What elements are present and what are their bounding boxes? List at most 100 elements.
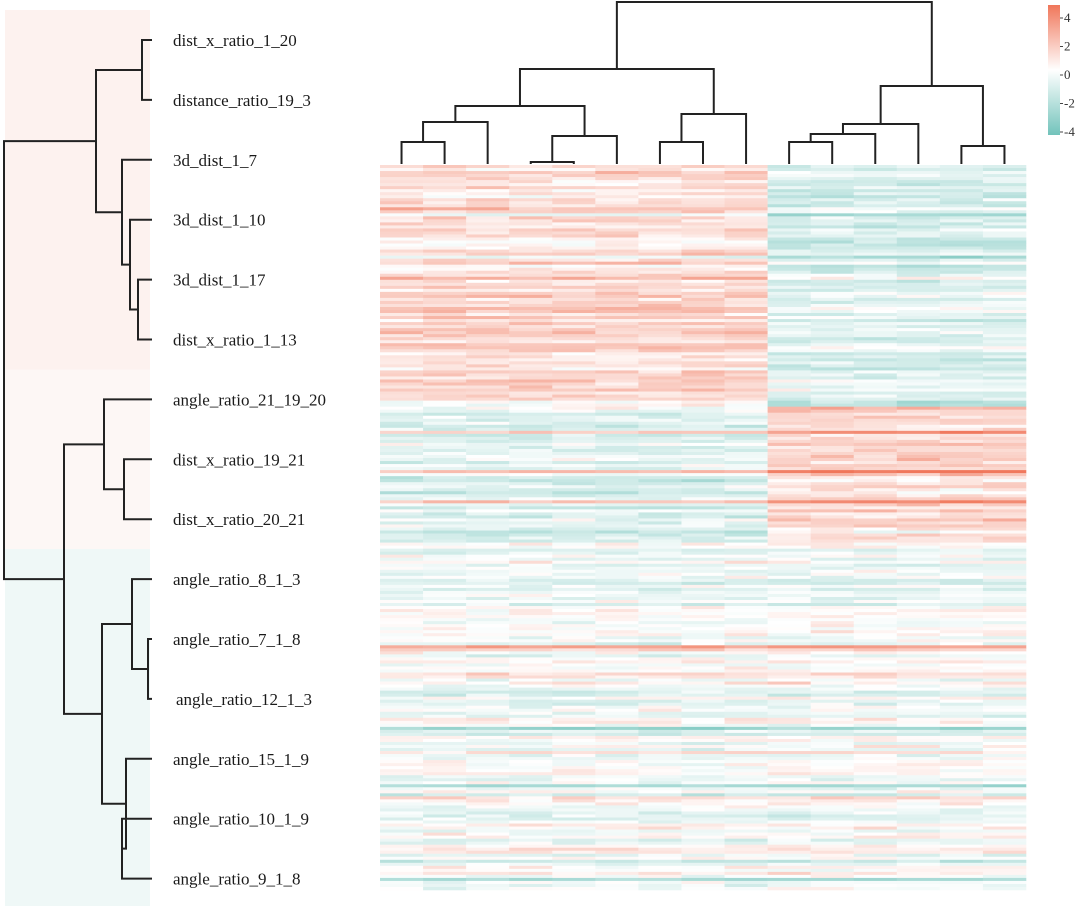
heatmap-cell: [638, 370, 682, 374]
heatmap-cell: [724, 699, 768, 704]
heatmap-cell: [595, 249, 639, 253]
heatmap-cell: [982, 660, 1027, 664]
heatmap-cell: [896, 388, 941, 392]
heatmap-cell: [595, 726, 639, 731]
heatmap-cell: [681, 560, 725, 565]
heatmap-cell: [724, 252, 768, 256]
heatmap-cell: [982, 678, 1027, 682]
heatmap-cell: [982, 518, 1027, 522]
heatmap-cell: [466, 648, 510, 652]
heatmap-cell: [638, 325, 682, 329]
heatmap-cell: [896, 781, 941, 785]
heatmap-cell: [595, 282, 639, 287]
heatmap-cell: [767, 382, 811, 386]
heatmap-cell: [853, 726, 898, 731]
heatmap-cell: [767, 397, 811, 401]
heatmap-cell: [380, 382, 424, 386]
heatmap-cell: [423, 451, 467, 456]
heatmap-cell: [767, 180, 811, 184]
heatmap-cell: [853, 793, 898, 797]
heatmap-cell: [380, 246, 424, 250]
heatmap-cell: [638, 494, 682, 498]
heatmap-cell: [509, 639, 553, 643]
heatmap-cell: [939, 376, 984, 380]
heatmap-cell: [982, 693, 1027, 697]
heatmap-cell: [423, 877, 467, 882]
heatmap-cell: [810, 572, 855, 577]
heatmap-cell: [423, 542, 467, 546]
heatmap-cell: [853, 373, 898, 377]
heatmap-cell: [896, 207, 941, 211]
heatmap-cell: [810, 391, 855, 395]
heatmap-cell: [767, 207, 811, 211]
heatmap-cell: [767, 406, 811, 410]
heatmap-cell: [896, 319, 941, 323]
heatmap-cell: [939, 850, 984, 855]
heatmap-cell: [638, 778, 682, 782]
heatmap-cell: [681, 838, 725, 842]
heatmap-cell: [896, 503, 941, 507]
heatmap-cell: [853, 847, 898, 852]
heatmap-cell: [939, 246, 984, 250]
heatmap-cell: [724, 587, 768, 592]
heatmap-cell: [681, 216, 725, 220]
heatmap-cell: [552, 415, 596, 420]
heatmap-cell: [724, 427, 768, 432]
heatmap-cell: [509, 406, 553, 410]
heatmap-cell: [724, 726, 768, 731]
heatmap-cell: [466, 793, 510, 797]
heatmap-cell: [638, 506, 682, 510]
heatmap-cell: [595, 243, 639, 247]
heatmap-cell: [638, 817, 682, 821]
heatmap-cell: [380, 787, 424, 791]
heatmap-cell: [767, 778, 811, 782]
heatmap-cell: [509, 343, 553, 347]
heatmap-cell: [810, 225, 855, 229]
heatmap-cell: [423, 844, 467, 849]
heatmap-cell: [595, 557, 639, 562]
heatmap-cell: [681, 448, 725, 453]
heatmap-cell: [466, 316, 510, 320]
heatmap-cell: [552, 264, 596, 269]
heatmap-cell: [810, 500, 855, 504]
heatmap-cell: [595, 618, 639, 622]
heatmap-cell: [853, 400, 898, 404]
heatmap-cell: [466, 705, 510, 710]
heatmap-cell: [724, 560, 768, 565]
heatmap-cell: [638, 183, 682, 187]
heatmap-cell: [982, 609, 1027, 613]
heatmap-cell: [595, 521, 639, 525]
heatmap-cell: [681, 436, 725, 441]
legend-tick-label: -2: [1064, 96, 1075, 111]
heatmap-cell: [810, 261, 855, 265]
heatmap-cell: [810, 542, 855, 546]
heatmap-cell: [896, 563, 941, 568]
heatmap-cell: [380, 455, 424, 459]
heatmap-cell: [896, 627, 941, 631]
heatmap-cell: [767, 811, 811, 815]
heatmap-cell: [509, 385, 553, 389]
heatmap-cell: [423, 352, 467, 356]
heatmap-cell: [380, 862, 424, 867]
heatmap-cell: [982, 838, 1027, 842]
heatmap-cell: [466, 270, 510, 275]
heatmap-cell: [466, 370, 510, 374]
heatmap-cell: [552, 705, 596, 710]
heatmap-cell: [638, 461, 682, 465]
heatmap-cell: [681, 808, 725, 812]
heatmap-cell: [638, 696, 682, 700]
heatmap-cell: [982, 473, 1027, 477]
heatmap-cell: [853, 252, 898, 256]
heatmap-cell: [466, 400, 510, 404]
heatmap-cell: [896, 409, 941, 414]
heatmap-cell: [853, 754, 898, 758]
heatmap-cell: [939, 282, 984, 287]
heatmap-cell: [423, 189, 467, 193]
heatmap-cell: [896, 593, 941, 598]
heatmap-cell: [466, 681, 510, 685]
heatmap-cell: [638, 328, 682, 332]
heatmap-cell: [896, 865, 941, 870]
heatmap-cell: [724, 406, 768, 410]
heatmap-cell: [982, 445, 1027, 450]
heatmap-cell: [509, 497, 553, 501]
